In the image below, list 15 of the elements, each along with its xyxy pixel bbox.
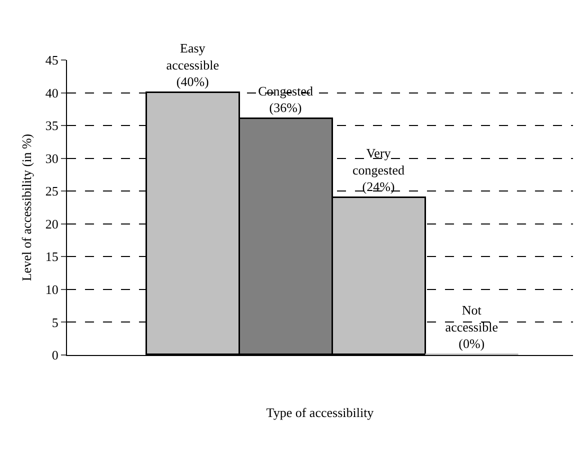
data-label: Not accessible (0%): [445, 302, 498, 352]
y-tick-label: 40: [45, 85, 58, 100]
y-tick-label: 20: [45, 216, 58, 232]
y-tick-label: 25: [45, 184, 58, 199]
y-axis-title: Level of accessibility (in %): [19, 134, 34, 282]
y-tick-label: 10: [45, 282, 58, 297]
y-tick-label: 35: [45, 118, 58, 134]
y-tick-label: 15: [45, 249, 58, 264]
data-label: Very congested (24%): [352, 145, 405, 194]
y-tick-label: 30: [45, 150, 58, 166]
y-tick-label: 5: [52, 314, 58, 330]
y-tick-label: 0: [52, 348, 58, 363]
y-tick-label: 45: [45, 52, 58, 68]
x-axis-title: Type of accessibility: [266, 405, 374, 420]
data-label: Easy accessible (40%): [166, 40, 220, 90]
